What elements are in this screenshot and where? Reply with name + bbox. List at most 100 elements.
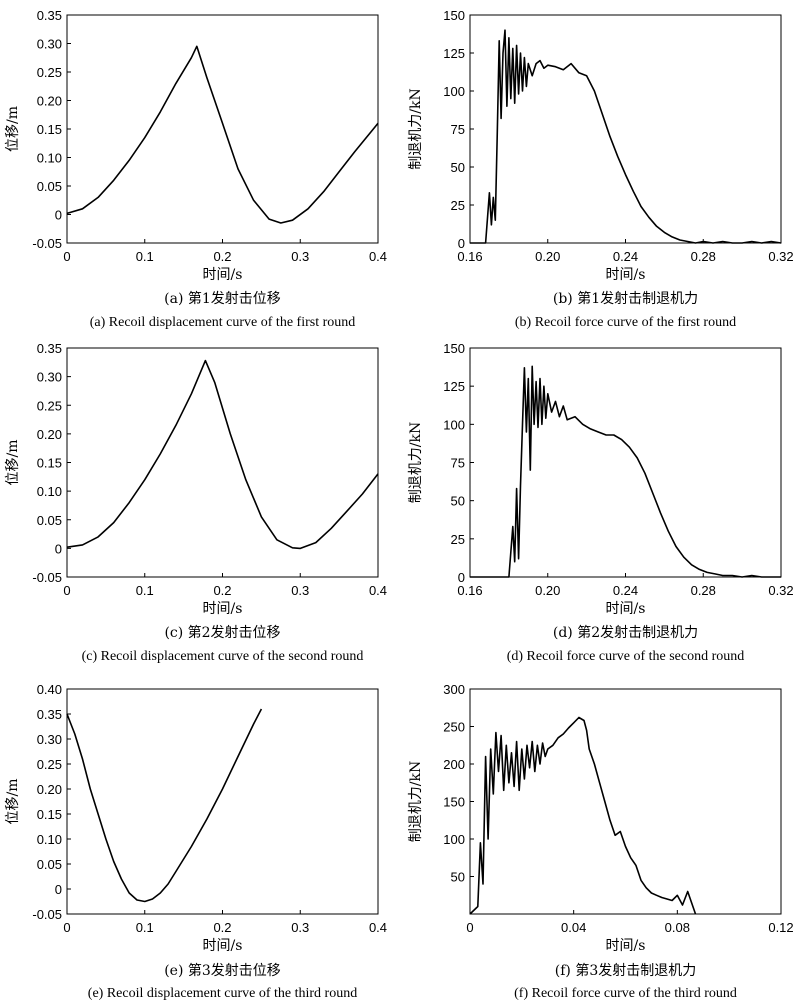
y-tick-label: 25 [451,532,465,547]
chart-panel-3: 0.16 0.20 0.24 0.28 0.32 0 25 50 75 100 125 150 时间/s… [408,341,794,664]
x-tick-label: 0.2 [213,920,231,935]
chart-panel-1: 0.16 0.20 0.24 0.28 0.32 0 25 50 75 100 125 150 时间/s… [408,8,794,330]
y-tick-label: 0.15 [37,456,62,471]
chart-panel-4: 0 0.1 0.2 0.3 0.4-0.0500.050.100.150.200.250… [5,682,387,1001]
y-tick-label: 150 [443,341,465,356]
x-axis-title: 时间/s [203,601,243,617]
y-tick-label: 0.20 [37,427,62,442]
y-axis-title: 制退机力/kN [408,761,424,842]
y-axis-title: 位移/m [5,779,21,825]
x-tick-label: 0.04 [561,920,586,935]
plot-frame [469,347,782,578]
y-tick-label: 100 [443,832,465,847]
x-tick-label: 0.28 [691,583,716,598]
x-axis-title: 时间/s [606,601,646,617]
y-tick-label: 100 [443,84,465,99]
y-axis-title: 位移/m [5,440,21,486]
plot-frame [66,14,379,244]
y-axis-title: 制退机力/kN [408,88,424,169]
x-axis-title: 时间/s [203,938,243,954]
y-axis-title: 位移/m [5,106,21,152]
caption-cn: (c) 第2发射击位移 [164,624,280,641]
y-tick-label: 0.05 [37,513,62,528]
x-tick-label: 0.4 [369,583,387,598]
caption-en: (a) Recoil displacement curve of the fir… [90,315,356,330]
y-tick-label: 150 [443,8,465,23]
y-tick-label: 0.35 [37,341,62,356]
data-series-line [66,708,263,903]
y-tick-label: 75 [451,122,465,137]
x-tick-label: 0 [63,920,70,935]
y-tick-label: 0 [55,208,62,223]
data-series-line [470,29,782,244]
x-tick-label: 0.24 [613,583,638,598]
y-tick-label: 100 [443,417,465,432]
x-tick-label: 0.08 [665,920,690,935]
x-axis-title: 时间/s [203,267,243,283]
y-tick-label: 75 [451,456,465,471]
y-tick-label: 25 [451,198,465,213]
y-tick-label: 50 [451,160,465,175]
x-tick-label: 0.1 [136,583,154,598]
y-tick-label: -0.05 [32,570,62,585]
caption-en: (d) Recoil force curve of the second rou… [507,649,745,664]
x-tick-label: 0.2 [213,249,231,264]
y-tick-label: 0.35 [37,8,62,23]
x-tick-label: 0.2 [213,583,231,598]
y-tick-label: 125 [443,379,465,394]
y-tick-label: 0.10 [37,484,62,499]
x-tick-label: 0 [63,249,70,264]
y-tick-label: 0.25 [37,757,62,772]
y-tick-label: 0.05 [37,179,62,194]
y-tick-label: 300 [443,682,465,697]
y-axis-title: 制退机力/kN [408,422,424,503]
y-tick-label: 0.05 [37,857,62,872]
y-tick-label: 0.30 [37,370,62,385]
caption-en: (f) Recoil force curve of the third roun… [514,986,737,1001]
y-tick-label: 50 [451,870,465,885]
y-tick-label: 0.40 [37,682,62,697]
y-tick-label: 200 [443,757,465,772]
x-tick-label: 0.16 [457,583,482,598]
y-tick-label: 0.20 [37,94,62,109]
y-tick-label: 125 [443,46,465,61]
x-tick-label: 0 [63,583,70,598]
x-tick-label: 0 [466,920,473,935]
x-tick-label: 0.32 [768,249,793,264]
caption-cn: (b) 第1发射击制退机力 [553,290,698,307]
x-tick-label: 0.20 [535,583,560,598]
x-axis-title: 时间/s [606,267,646,283]
data-series-line [469,716,697,915]
caption-en: (b) Recoil force curve of the first roun… [515,315,736,330]
y-tick-label: 150 [443,795,465,810]
data-series-line [66,45,379,224]
y-tick-label: 0.35 [37,707,62,722]
caption-cn: (f) 第3发射击制退机力 [555,962,696,979]
y-tick-label: 0.25 [37,398,62,413]
plot-frame [66,688,379,915]
x-tick-label: 0.3 [291,583,309,598]
y-tick-label: 0 [55,882,62,897]
y-tick-label: 0.10 [37,151,62,166]
y-tick-label: 0 [55,541,62,556]
chart-panel-2: 0 0.1 0.2 0.3 0.4-0.0500.050.100.150.200.250… [5,341,387,664]
y-tick-label: 0.30 [37,732,62,747]
plot-frame [469,688,782,915]
chart-panel-5: 0 0.04 0.08 0.12 50 100 150 200 250 300 时间/s 制退机力/k… [408,682,794,1001]
y-tick-label: 50 [451,494,465,509]
data-series-line [470,365,781,578]
x-tick-label: 0.24 [613,249,638,264]
y-tick-label: 0.15 [37,122,62,137]
x-tick-label: 0.4 [369,920,387,935]
x-tick-label: 0.1 [136,249,154,264]
x-tick-label: 0.4 [369,249,387,264]
y-tick-label: 0 [458,236,465,251]
y-tick-label: 0.30 [37,37,62,52]
y-tick-label: 0.20 [37,782,62,797]
x-tick-label: 0.20 [535,249,560,264]
x-tick-label: 0.16 [457,249,482,264]
caption-cn: (a) 第1发射击位移 [164,290,281,307]
x-tick-label: 0.32 [768,583,793,598]
plot-frame [66,347,379,578]
